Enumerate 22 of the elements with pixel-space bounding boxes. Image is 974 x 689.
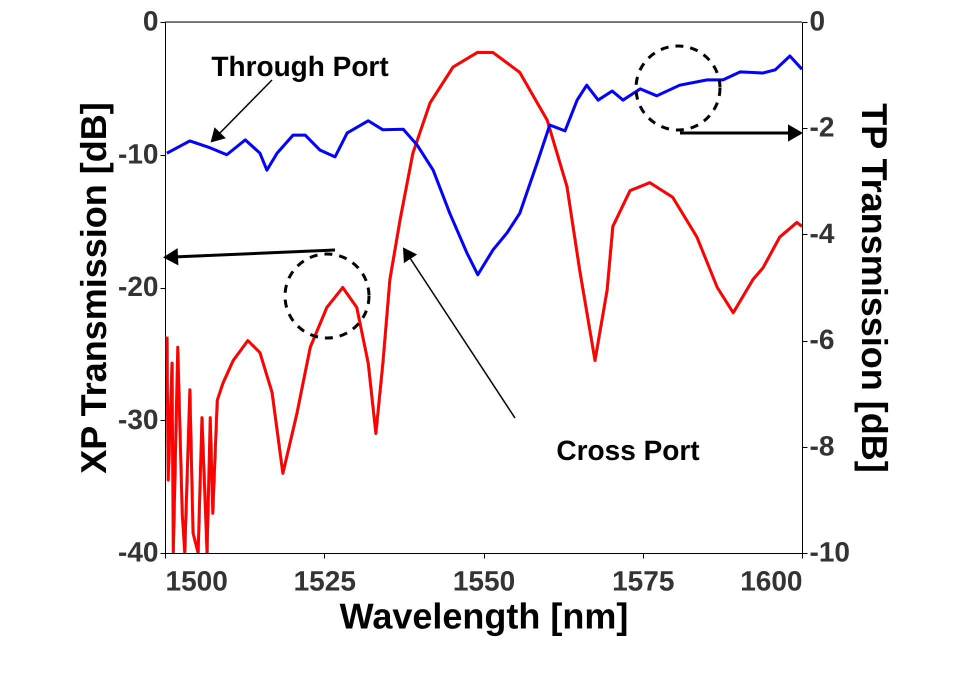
x-tick-label: 1575 [612,566,674,596]
y-axis-title: XP Transmission [dB] [73,102,114,474]
x-tick-label: 1525 [294,566,356,596]
x-tick-label: 1600 [740,566,802,596]
x-tick-label: 1500 [166,566,228,596]
y2-tick-label: -2 [810,112,834,143]
y2-tick-label: -10 [810,536,850,568]
y-tick-label: -10 [118,138,158,170]
y-tick-label: -20 [118,271,158,302]
y-tick-label: -40 [118,536,158,568]
y2-tick-label: -6 [810,324,834,356]
y-tick-label: -30 [118,404,158,435]
line-series [165,54,802,276]
y-tick-label: 0 [142,6,158,36]
y2-tick-label: 0 [810,6,826,36]
series-label: Through Port [211,51,389,82]
y2-tick-label: -8 [810,430,834,462]
x-axis-title: Wavelength [nm] [340,596,628,636]
y2-axis-title: TP Transmission [dB] [854,103,895,473]
x-tick-label: 1550 [452,566,516,596]
text: Cross Port [556,435,700,466]
y2-tick-label: -4 [810,218,835,249]
